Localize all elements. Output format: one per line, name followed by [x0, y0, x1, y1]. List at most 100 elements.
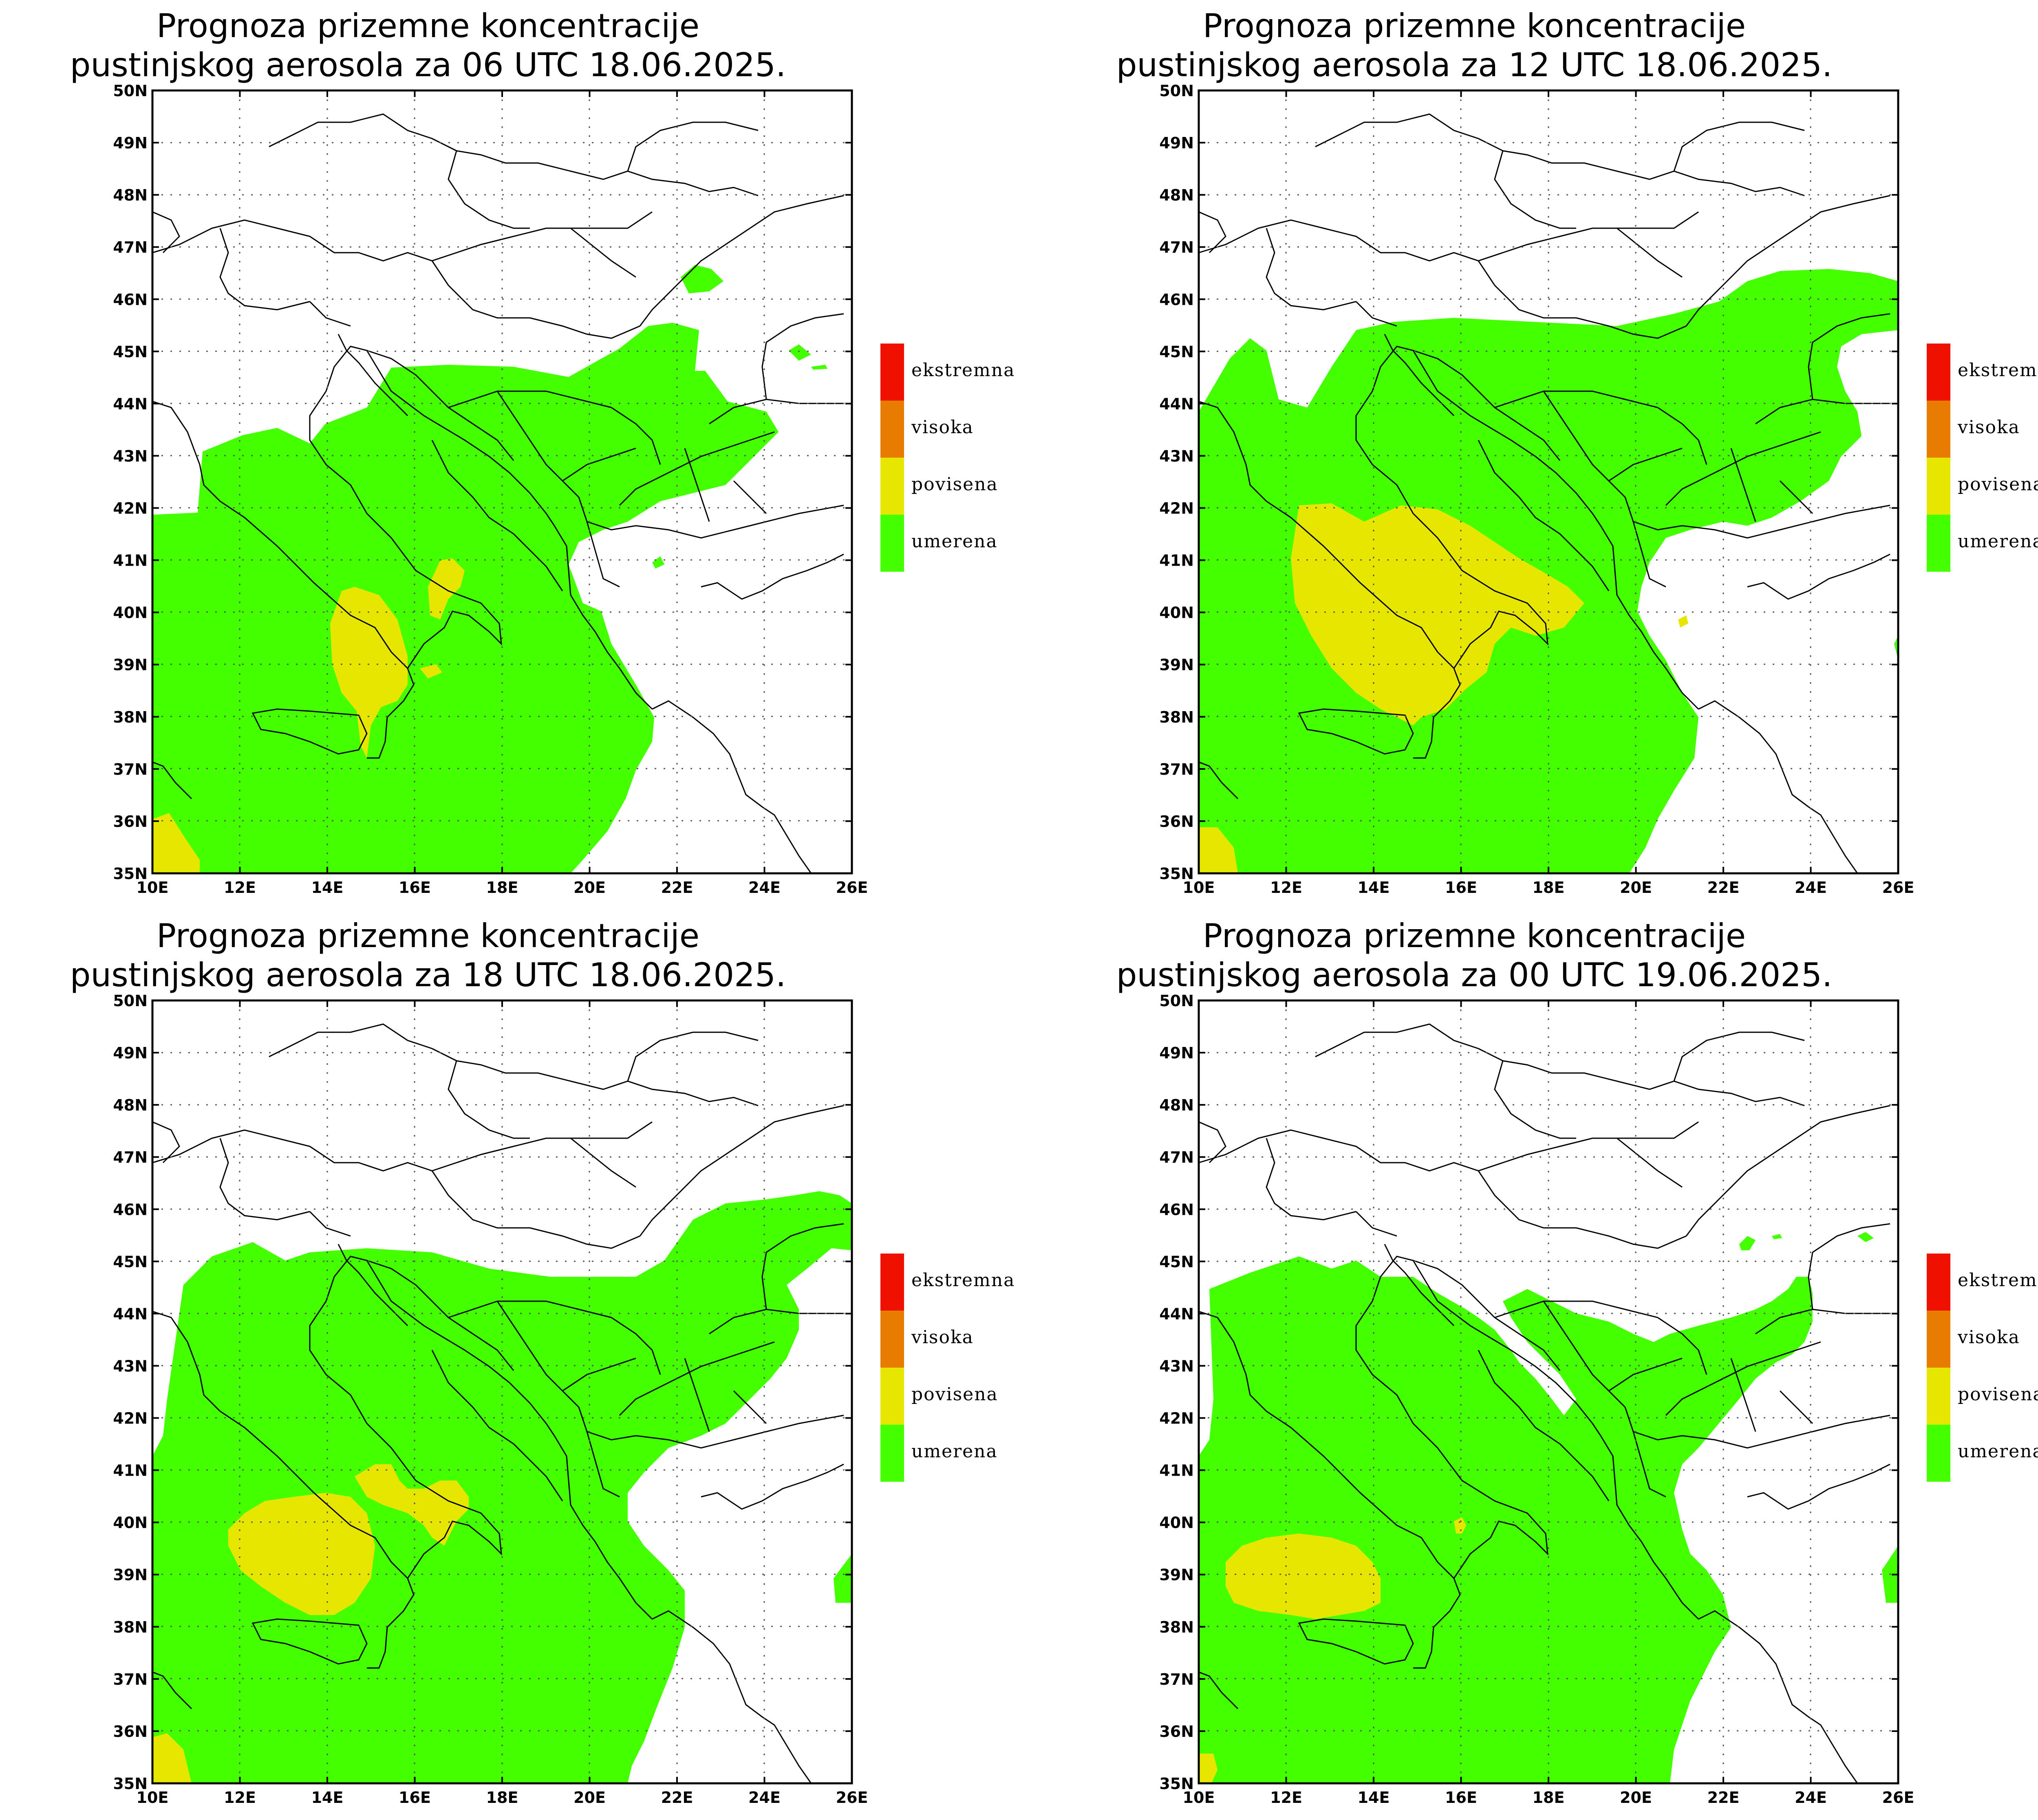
legend-swatch-povisena — [880, 458, 904, 515]
lon-tick-labels: 10E 12E 14E 16E 18E 20E 22E 24E 26E — [137, 1789, 868, 1807]
lat-tick-label: 45N — [1159, 343, 1194, 361]
legend-label-visoka: visoka — [911, 417, 974, 438]
povisena-area — [152, 1464, 469, 1783]
lat-tick-label: 36N — [1159, 1723, 1194, 1741]
map-panel-4: Prognoza prizemne koncentracije pustinjs… — [1046, 910, 2038, 1820]
panel-title-line2: pustinjskog aerosola za 12 UTC 18.06.202… — [1116, 46, 1833, 84]
coastlines-borders — [152, 113, 844, 874]
lat-tick-label: 42N — [113, 500, 148, 518]
map-panel-2: Prognoza prizemne koncentracije pustinjs… — [1046, 0, 2038, 910]
legend-swatch-umerena — [880, 515, 904, 572]
lat-tick-label: 44N — [1159, 395, 1194, 413]
map-plot: 50N 49N 48N 47N 46N 45N 44N 43N 42N 41N 40N 39N 38N 3… — [1159, 992, 1914, 1807]
lon-tick-label: 12E — [1270, 879, 1302, 897]
lat-tick-label: 42N — [1159, 500, 1194, 518]
legend-swatch-umerena — [1927, 1425, 1950, 1482]
lat-tick-label: 41N — [1159, 1462, 1194, 1480]
lon-tick-label: 24E — [748, 1789, 781, 1807]
lat-tick-label: 47N — [113, 1148, 148, 1166]
lat-tick-label: 40N — [1159, 604, 1194, 622]
legend-label-ekstremna: ekstremna — [1958, 360, 2038, 381]
lon-tick-label: 18E — [1533, 879, 1565, 897]
map-plot: 50N 49N 48N 47N 46N 45N 44N 43N 42N 41N 40N 39N 38N 3… — [113, 82, 868, 897]
panel-title-line2: pustinjskog aerosola za 06 UTC 18.06.202… — [70, 46, 786, 84]
lon-tick-label: 12E — [1270, 1789, 1302, 1807]
lat-tick-label: 48N — [1159, 1096, 1194, 1114]
lat-tick-label: 38N — [1159, 708, 1194, 726]
legend-label-visoka: visoka — [911, 1327, 974, 1348]
lat-tick-marks — [152, 1000, 852, 1784]
lon-tick-marks — [1198, 90, 1899, 873]
lat-tick-label: 43N — [113, 447, 148, 465]
lon-tick-label: 20E — [573, 879, 606, 897]
lon-tick-label: 14E — [311, 1789, 344, 1807]
lat-tick-label: 38N — [1159, 1618, 1194, 1636]
legend-label-ekstremna: ekstremna — [1958, 1270, 2038, 1291]
legend-swatch-ekstremna — [1927, 344, 1950, 401]
lat-tick-label: 45N — [1159, 1253, 1194, 1271]
map-plot: 50N 49N 48N 47N 46N 45N 44N 43N 42N 41N 40N 39N 38N 3… — [1159, 82, 1914, 897]
legend-swatch-visoka — [880, 401, 904, 458]
panel-title-line2: pustinjskog aerosola za 00 UTC 19.06.202… — [1116, 956, 1833, 994]
concentration-legend: ekstremna visoka povisena umerena — [880, 1254, 1043, 1482]
lat-tick-label: 36N — [113, 1723, 148, 1741]
lat-tick-label: 47N — [1159, 238, 1194, 256]
legend-swatch-ekstremna — [1927, 1254, 1950, 1311]
lat-tick-label: 41N — [1159, 552, 1194, 570]
legend-swatch-umerena — [1927, 515, 1950, 572]
lat-tick-labels: 50N 49N 48N 47N 46N 45N 44N 43N 42N 41N 40N 39N 38N 3… — [1159, 82, 1194, 883]
lon-tick-label: 16E — [1445, 879, 1477, 897]
lat-tick-label: 42N — [113, 1410, 148, 1428]
legend-label-umerena: umerena — [911, 1441, 998, 1462]
lon-tick-label: 18E — [486, 1789, 518, 1807]
legend-swatch-povisena — [1927, 458, 1950, 515]
lon-tick-label: 22E — [1707, 879, 1740, 897]
lon-tick-label: 14E — [1358, 879, 1390, 897]
lat-tick-label: 40N — [113, 604, 148, 622]
lat-tick-label: 41N — [113, 552, 148, 570]
lon-tick-label: 10E — [137, 1789, 169, 1807]
lat-tick-label: 44N — [113, 1305, 148, 1323]
lon-tick-label: 12E — [224, 1789, 256, 1807]
povisena-area — [1199, 503, 1688, 873]
lat-tick-label: 42N — [1159, 1410, 1194, 1428]
lon-tick-marks — [152, 90, 853, 873]
lon-tick-label: 18E — [486, 879, 518, 897]
legend-swatch-povisena — [1927, 1368, 1950, 1425]
lon-tick-label: 16E — [399, 879, 431, 897]
lat-tick-label: 47N — [113, 238, 148, 256]
panel-title-line2: pustinjskog aerosola za 18 UTC 18.06.202… — [70, 956, 786, 994]
lat-tick-label: 39N — [1159, 656, 1194, 674]
lon-tick-label: 26E — [836, 879, 868, 897]
lat-tick-label: 39N — [113, 656, 148, 674]
lon-tick-label: 14E — [311, 879, 344, 897]
lat-tick-label: 44N — [113, 395, 148, 413]
lon-tick-label: 16E — [1445, 1789, 1477, 1807]
lat-tick-label: 41N — [113, 1462, 148, 1480]
lat-tick-label: 37N — [1159, 1670, 1194, 1688]
lat-tick-label: 45N — [113, 343, 148, 361]
lon-tick-label: 24E — [1795, 1789, 1827, 1807]
legend-label-povisena: povisena — [911, 1384, 998, 1405]
lat-tick-label: 35N — [113, 1775, 148, 1793]
lon-tick-label: 16E — [399, 1789, 431, 1807]
legend-label-ekstremna: ekstremna — [911, 1270, 1015, 1291]
legend-label-visoka: visoka — [1958, 417, 2020, 438]
lat-tick-label: 35N — [1159, 1775, 1194, 1793]
legend-label-povisena: povisena — [1958, 1384, 2038, 1405]
lat-tick-labels: 50N 49N 48N 47N 46N 45N 44N 43N 42N 41N 40N 39N 38N 3… — [1159, 992, 1194, 1793]
lat-tick-label: 45N — [113, 1253, 148, 1271]
lon-tick-label: 10E — [137, 879, 169, 897]
concentration-legend: ekstremna visoka povisena umerena — [1927, 1254, 2038, 1482]
lon-tick-label: 24E — [1795, 879, 1827, 897]
lat-lon-grid — [1199, 1000, 1898, 1783]
lat-tick-label: 40N — [1159, 1514, 1194, 1532]
lon-tick-label: 26E — [836, 1789, 868, 1807]
coastlines-borders — [152, 1023, 844, 1784]
lat-tick-label: 46N — [113, 1201, 148, 1218]
lat-tick-label: 39N — [1159, 1566, 1194, 1584]
legend-label-povisena: povisena — [911, 474, 998, 495]
lon-tick-label: 20E — [573, 1789, 606, 1807]
povisena-area — [1199, 1517, 1466, 1783]
legend-label-visoka: visoka — [1958, 1327, 2020, 1348]
